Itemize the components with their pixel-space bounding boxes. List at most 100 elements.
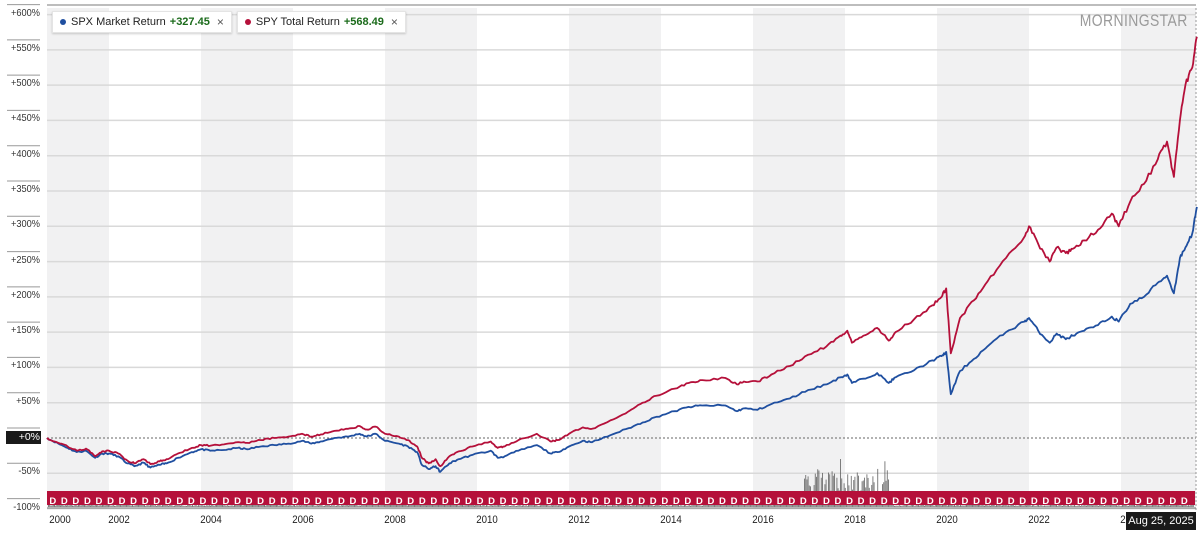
dividend-marker[interactable]: D	[707, 496, 715, 505]
dividend-marker[interactable]: D	[234, 496, 241, 505]
dividend-marker[interactable]: D	[568, 496, 576, 505]
dividend-marker[interactable]: D	[1088, 496, 1096, 505]
dividend-marker[interactable]: D	[1169, 496, 1177, 505]
dividend-marker[interactable]: D	[1065, 496, 1073, 505]
legend-chip-spx[interactable]: SPX Market Return +327.45 ×	[52, 11, 232, 33]
close-icon[interactable]: ×	[390, 15, 398, 29]
dividend-marker[interactable]: D	[395, 496, 403, 505]
dividend-marker[interactable]: D	[545, 496, 553, 505]
dividend-marker[interactable]: D	[245, 496, 253, 505]
dividend-marker[interactable]: D	[661, 496, 669, 505]
dividend-marker[interactable]: D	[384, 496, 392, 505]
dividend-marker[interactable]: D	[973, 496, 980, 505]
dividend-marker[interactable]: D	[742, 496, 750, 505]
dividend-marker[interactable]: D	[130, 496, 138, 505]
dividend-marker[interactable]: D	[592, 496, 599, 505]
dividend-marker[interactable]: D	[95, 496, 103, 505]
dividend-marker[interactable]: D	[1077, 496, 1084, 505]
close-icon[interactable]: ×	[216, 15, 224, 29]
dividend-marker[interactable]: D	[361, 496, 368, 505]
dividend-marker[interactable]: D	[326, 496, 334, 505]
dividend-marker[interactable]: D	[684, 496, 692, 505]
dividend-marker[interactable]: D	[846, 496, 853, 505]
dividend-marker[interactable]: D	[903, 496, 911, 505]
dividend-marker[interactable]: D	[349, 496, 357, 505]
dividend-marker[interactable]: D	[822, 496, 830, 505]
dividend-marker[interactable]: D	[499, 496, 507, 505]
dividend-marker[interactable]: D	[776, 496, 784, 505]
dividend-marker[interactable]: D	[164, 496, 172, 505]
dividend-marker[interactable]: D	[730, 496, 738, 505]
dividend-marker[interactable]: D	[1146, 496, 1154, 505]
dividend-marker[interactable]: D	[892, 496, 900, 505]
dividend-marker[interactable]: D	[1042, 496, 1050, 505]
dividend-marker[interactable]: D	[314, 496, 322, 505]
dividend-marker[interactable]: D	[441, 496, 449, 505]
dividend-marker[interactable]: D	[672, 496, 680, 505]
dividend-marker[interactable]: D	[465, 496, 472, 505]
dividend-marker[interactable]: D	[1053, 496, 1061, 505]
dividend-marker[interactable]: D	[1180, 496, 1188, 505]
dividend-marker[interactable]: D	[811, 496, 819, 505]
dividend-marker[interactable]: D	[72, 496, 80, 505]
dividend-marker[interactable]: D	[257, 496, 265, 505]
dividend-marker[interactable]: D	[280, 496, 288, 505]
dividend-marker[interactable]: D	[788, 496, 796, 505]
dividend-marker[interactable]: D	[626, 496, 634, 505]
dividend-marker[interactable]: D	[765, 496, 773, 505]
dividend-marker[interactable]: D	[869, 496, 877, 505]
dividend-marker[interactable]: D	[60, 496, 68, 505]
dividend-marker[interactable]: D	[996, 496, 1004, 505]
dividend-marker[interactable]: D	[719, 496, 726, 505]
dividend-marker[interactable]: D	[303, 496, 311, 505]
dividend-marker[interactable]: D	[153, 496, 161, 505]
dividend-marker[interactable]: D	[1157, 496, 1165, 505]
dividend-marker[interactable]: D	[534, 496, 542, 505]
dividend-marker[interactable]: D	[926, 496, 934, 505]
dividend-marker[interactable]: D	[753, 496, 761, 505]
dividend-marker[interactable]: D	[430, 496, 438, 505]
dividend-marker[interactable]: D	[176, 496, 184, 505]
dividend-marker[interactable]: D	[418, 496, 426, 505]
dividend-marker[interactable]: D	[511, 496, 519, 505]
dividend-marker[interactable]: D	[1007, 496, 1015, 505]
dividend-marker[interactable]: D	[210, 496, 218, 505]
dividend-marker[interactable]: D	[799, 496, 807, 505]
dividend-marker[interactable]: D	[522, 496, 530, 505]
dividend-marker[interactable]: D	[222, 496, 230, 505]
legend-chip-spy[interactable]: SPY Total Return +568.49 ×	[236, 11, 406, 33]
dividend-marker[interactable]: D	[857, 496, 865, 505]
dividend-marker[interactable]: D	[1019, 496, 1027, 505]
dividend-marker[interactable]: D	[1123, 496, 1131, 505]
dividend-marker[interactable]: D	[580, 496, 588, 505]
dividend-marker[interactable]: D	[603, 496, 611, 505]
dividend-marker[interactable]: D	[118, 496, 126, 505]
dividend-marker[interactable]: D	[615, 496, 622, 505]
dividend-marker[interactable]: D	[649, 496, 657, 505]
dividend-marker[interactable]: D	[291, 496, 299, 505]
dividend-marker[interactable]: D	[488, 496, 495, 505]
dividend-marker[interactable]: D	[1030, 496, 1038, 505]
dividend-marker[interactable]: D	[695, 496, 703, 505]
dividend-marker[interactable]: D	[268, 496, 276, 505]
dividend-marker[interactable]: D	[49, 496, 57, 505]
dividend-marker[interactable]: D	[1111, 496, 1119, 505]
dividend-marker[interactable]: D	[557, 496, 565, 505]
dividend-marker[interactable]: D	[984, 496, 992, 505]
dividend-marker[interactable]: D	[834, 496, 842, 505]
dividend-marker[interactable]: D	[453, 496, 461, 505]
dividend-marker[interactable]: D	[961, 496, 969, 505]
dividend-marker[interactable]: D	[107, 496, 114, 505]
dividend-marker[interactable]: D	[141, 496, 149, 505]
dividend-marker[interactable]: D	[187, 496, 195, 505]
dividend-marker[interactable]: D	[638, 496, 646, 505]
dividend-marker[interactable]: D	[949, 496, 957, 505]
dividend-marker[interactable]: D	[338, 496, 345, 505]
dividend-marker[interactable]: D	[407, 496, 415, 505]
dividend-marker[interactable]: D	[199, 496, 207, 505]
dividend-marker[interactable]: D	[938, 496, 946, 505]
dividend-marker[interactable]: D	[915, 496, 923, 505]
dividend-marker[interactable]: D	[880, 496, 888, 505]
dividend-marker[interactable]: D	[1100, 496, 1107, 505]
dividend-marker[interactable]: D	[476, 496, 484, 505]
